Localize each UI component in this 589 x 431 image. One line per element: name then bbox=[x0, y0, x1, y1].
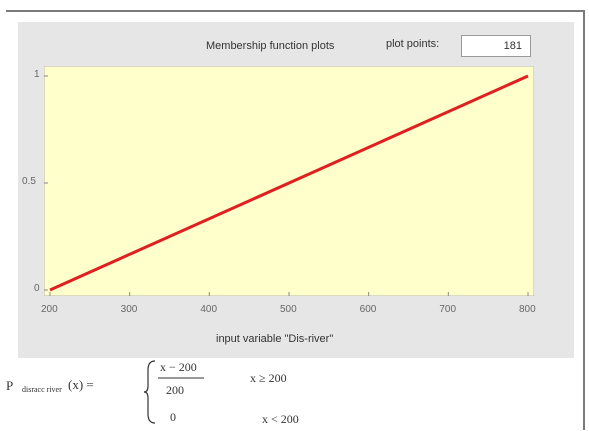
fraction-bar bbox=[158, 377, 204, 379]
x-tick-label: 800 bbox=[519, 304, 536, 315]
x-axis-label: input variable "Dis-river" bbox=[216, 333, 334, 345]
plot-points-input[interactable] bbox=[461, 35, 531, 57]
y-tick-label: 1 bbox=[34, 69, 40, 80]
y-tick-label: 0.5 bbox=[22, 176, 36, 187]
y-tick-label: 0 bbox=[34, 283, 40, 294]
piecewise-brace bbox=[143, 360, 156, 424]
x-tick-label: 500 bbox=[280, 304, 297, 315]
x-tick-label: 300 bbox=[120, 304, 138, 315]
membership-plot bbox=[44, 66, 534, 296]
x-tick-label: 400 bbox=[200, 304, 218, 315]
formula-subscript: disracc river bbox=[22, 385, 62, 394]
x-tick-label: 600 bbox=[359, 304, 377, 315]
x-tick-label: 200 bbox=[41, 304, 58, 315]
formula-cond1: x ≥ 200 bbox=[250, 371, 287, 385]
formula-zero: 0 bbox=[170, 410, 176, 424]
plot-points-label: plot points: bbox=[386, 38, 440, 50]
formula-mu: P bbox=[6, 378, 14, 393]
formula-arg: (x) = bbox=[68, 377, 94, 392]
x-tick-label: 700 bbox=[439, 304, 457, 315]
formula-denominator: 200 bbox=[166, 383, 184, 397]
membership-line bbox=[49, 74, 529, 292]
formula-numerator: x − 200 bbox=[160, 360, 197, 374]
plot-title: Membership function plots bbox=[206, 40, 335, 52]
formula-cond2: x < 200 bbox=[262, 412, 299, 426]
